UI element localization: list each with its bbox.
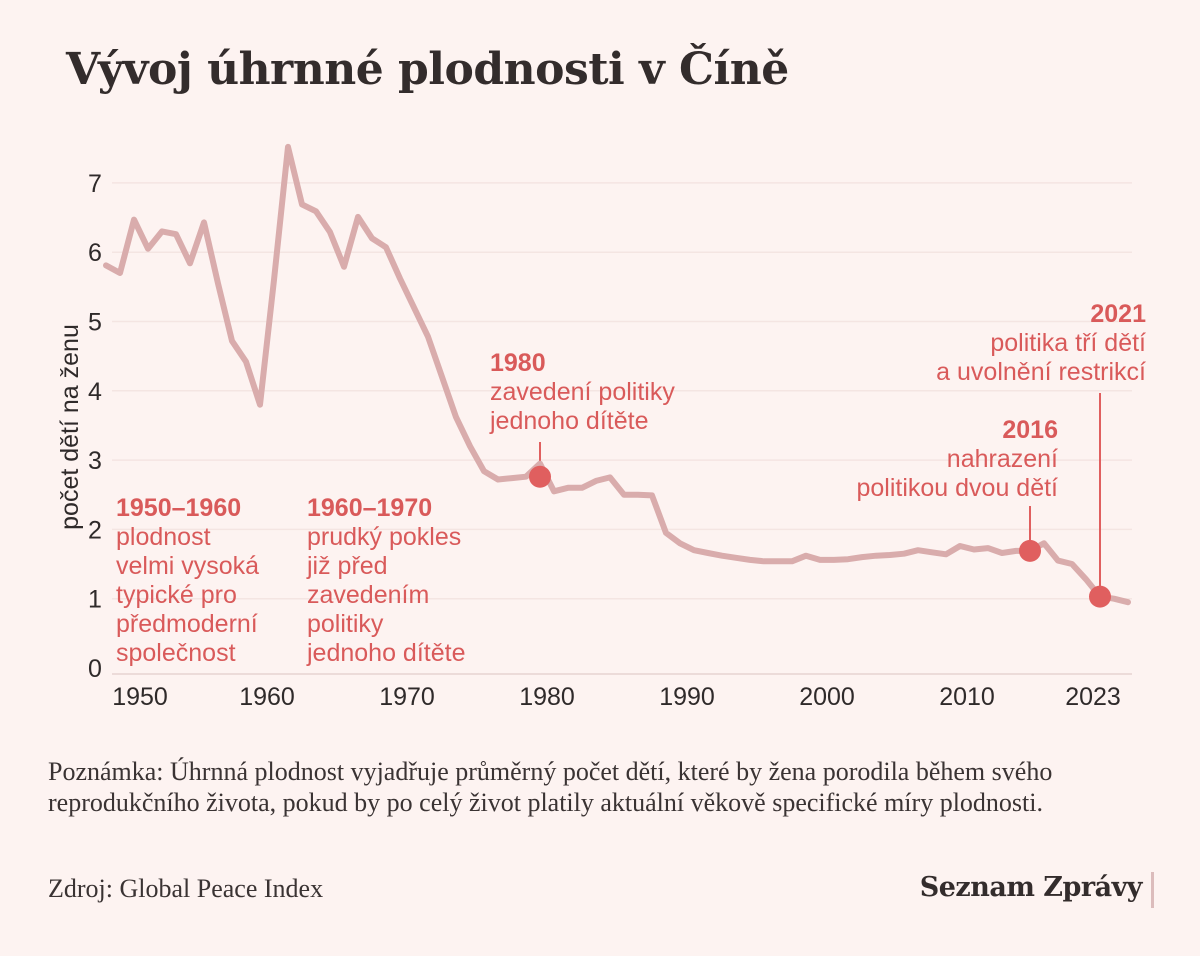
x-tick-label: 1990 <box>659 683 715 711</box>
series-line-fertility <box>103 143 1131 606</box>
annotation-line: politiky <box>307 610 384 638</box>
annotation-year: 2021 <box>1090 300 1146 328</box>
seznam-zpravy-logo: Seznam Zprávy <box>919 872 1143 903</box>
x-tick-label: 2000 <box>799 683 855 711</box>
source-credit: Zdroj: Global Peace Index <box>48 874 324 903</box>
y-tick-label: 0 <box>88 655 102 683</box>
logo-divider <box>1151 872 1154 908</box>
x-tick-label: 1950 <box>112 683 168 711</box>
y-axis-ticks: 0 1 2 3 4 5 6 7 <box>88 170 102 683</box>
annotation-1980: 1980 zavedení politiky jednoho dítěte <box>490 349 675 436</box>
y-tick-label: 2 <box>88 516 102 544</box>
annotation-line: nahrazení <box>946 445 1058 473</box>
annotation-1960-1970: 1960–1970 prudký pokles již před zaveden… <box>307 494 465 668</box>
y-axis-label: počet dětí na ženu <box>56 324 84 530</box>
y-tick-label: 6 <box>88 239 102 267</box>
annotation-line: plodnost <box>116 523 211 551</box>
annotation-line: a uvolnění restrikcí <box>936 358 1146 386</box>
annotation-year: 2016 <box>1002 416 1058 444</box>
y-tick-label: 1 <box>88 586 102 614</box>
x-tick-label: 2023 <box>1065 683 1121 711</box>
x-tick-label: 1960 <box>239 683 295 711</box>
annotation-year: 1960–1970 <box>307 494 433 522</box>
chart-title: Vývoj úhrnné plodnosti v Číně <box>66 44 789 95</box>
gridlines <box>112 182 1132 600</box>
highlight-points <box>529 465 1111 608</box>
annotation-line: typické pro <box>116 581 237 609</box>
annotation-line: zavedením <box>307 581 430 609</box>
annotation-1950-1960: 1950–1960 plodnost velmi vysoká typické … <box>116 494 259 668</box>
annotation-line: velmi vysoká <box>116 552 260 580</box>
annotation-line: předmoderní <box>116 610 258 638</box>
annotation-line: již před <box>307 552 388 580</box>
y-tick-label: 7 <box>88 170 102 198</box>
annotation-line: politika tří dětí <box>990 329 1146 357</box>
annotation-line: společnost <box>116 639 236 667</box>
annotation-line: prudký pokles <box>307 523 462 551</box>
annotation-2016: 2016 nahrazení politikou dvou dětí <box>856 416 1058 503</box>
footnote: Poznámka: Úhrnná plodnost vyjadřuje prům… <box>48 757 1053 817</box>
annotation-year: 1980 <box>490 349 546 377</box>
annotation-year: 1950–1960 <box>116 494 242 522</box>
y-tick-label: 3 <box>88 447 102 475</box>
y-tick-label: 4 <box>88 378 102 406</box>
x-tick-label: 1980 <box>519 683 575 711</box>
x-tick-label: 2010 <box>939 683 995 711</box>
annotation-line: jednoho dítěte <box>490 407 649 435</box>
y-tick-label: 5 <box>88 309 102 337</box>
annotation-line: politikou dvou dětí <box>856 474 1058 502</box>
annotation-line: jednoho dítěte <box>307 639 466 667</box>
x-tick-label: 1970 <box>379 683 435 711</box>
annotation-2021: 2021 politika tří dětí a uvolnění restri… <box>936 300 1146 387</box>
annotation-line: zavedení politiky <box>490 378 675 406</box>
highlight-point <box>529 465 551 488</box>
x-axis-ticks: 1950 1960 1970 1980 1990 2000 2010 2023 <box>112 683 1121 711</box>
highlight-point <box>1089 585 1111 608</box>
highlight-point <box>1019 539 1041 562</box>
